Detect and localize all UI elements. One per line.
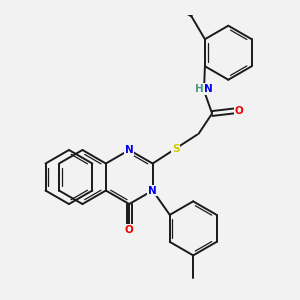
Text: N: N bbox=[125, 145, 134, 155]
Text: S: S bbox=[172, 144, 179, 154]
Text: N: N bbox=[204, 84, 212, 94]
Text: O: O bbox=[125, 225, 134, 235]
Text: O: O bbox=[235, 106, 244, 116]
Text: N: N bbox=[148, 185, 157, 196]
Text: H: H bbox=[195, 84, 203, 94]
